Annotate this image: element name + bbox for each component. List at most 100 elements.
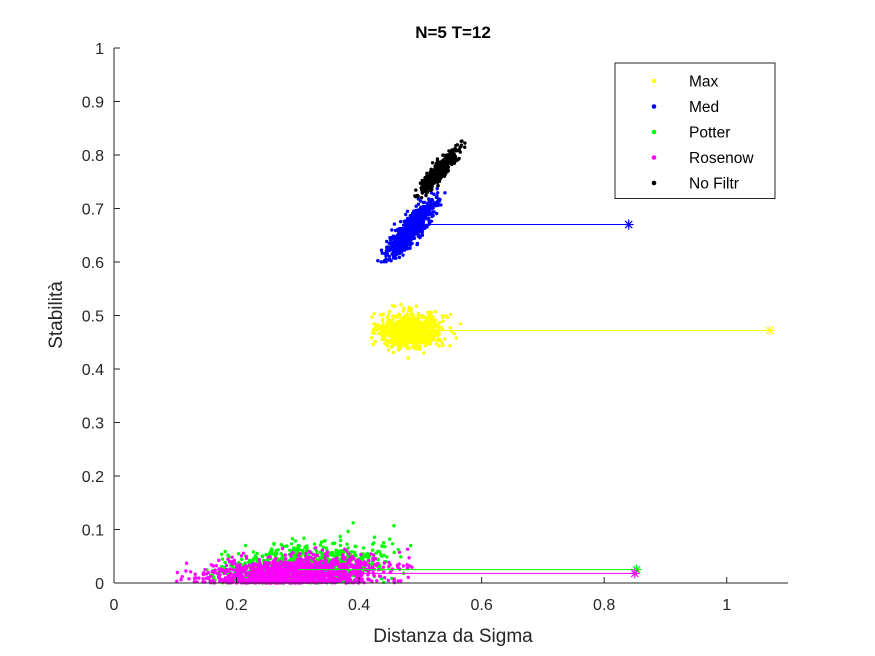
data-point — [379, 327, 383, 332]
data-point — [280, 570, 284, 574]
data-point — [424, 181, 429, 186]
data-point — [441, 319, 445, 323]
data-point — [331, 557, 336, 562]
legend-label: Med — [689, 99, 719, 116]
data-point — [409, 543, 413, 548]
data-point — [219, 552, 224, 556]
data-point — [372, 535, 377, 539]
data-point — [424, 329, 428, 333]
series-no-filtr-points — [413, 139, 467, 200]
data-point — [428, 334, 433, 339]
y-tick-label: 1 — [95, 41, 104, 58]
data-point — [283, 571, 287, 575]
data-point — [415, 229, 419, 234]
data-point — [346, 529, 350, 534]
data-point — [206, 576, 210, 580]
data-point — [407, 329, 411, 333]
data-point — [408, 214, 413, 218]
data-point — [211, 575, 216, 580]
data-point — [343, 569, 348, 574]
data-point — [430, 161, 435, 165]
data-point — [214, 564, 218, 568]
data-point — [449, 312, 453, 317]
data-point — [384, 329, 388, 334]
data-point — [425, 319, 429, 323]
data-point — [429, 176, 433, 181]
x-tick-label: 0.2 — [225, 597, 247, 614]
data-point — [357, 569, 362, 573]
data-point — [375, 328, 379, 332]
data-point — [385, 239, 389, 244]
data-point — [389, 236, 394, 240]
data-point — [403, 317, 407, 321]
data-point — [338, 543, 343, 548]
data-point — [387, 309, 392, 314]
data-point — [353, 554, 358, 558]
data-point — [376, 259, 380, 263]
data-point — [413, 335, 418, 339]
data-point — [251, 550, 256, 554]
data-point — [233, 562, 237, 566]
data-point — [371, 327, 375, 332]
data-point — [379, 260, 383, 264]
data-point — [373, 556, 378, 561]
data-point — [245, 566, 249, 570]
data-point — [380, 554, 384, 558]
data-point — [382, 561, 387, 565]
data-point — [373, 325, 377, 330]
data-point — [290, 537, 295, 541]
y-tick-label: 0.1 — [82, 523, 104, 540]
data-point — [429, 182, 433, 186]
data-point — [309, 576, 314, 580]
data-point — [425, 190, 430, 194]
data-point — [175, 570, 180, 575]
data-point — [231, 572, 236, 577]
data-point — [226, 557, 230, 561]
series-rosenow-points — [175, 546, 414, 585]
data-point — [304, 557, 308, 561]
data-point — [321, 576, 326, 580]
data-point — [411, 328, 415, 333]
data-point — [247, 563, 251, 567]
data-point — [379, 248, 384, 252]
data-point — [279, 559, 283, 564]
data-point — [336, 563, 341, 567]
data-point — [446, 165, 451, 169]
data-point — [389, 247, 393, 252]
data-point — [438, 326, 442, 330]
data-point — [398, 341, 402, 345]
data-point — [255, 551, 259, 556]
y-tick-label: 0.3 — [82, 416, 104, 433]
data-point — [415, 329, 419, 333]
data-point — [406, 308, 411, 313]
data-point — [397, 562, 401, 566]
data-point — [422, 184, 426, 188]
data-point — [352, 566, 356, 570]
data-point — [184, 561, 189, 565]
data-point — [394, 334, 398, 339]
data-point — [338, 538, 343, 543]
data-point — [383, 576, 387, 580]
data-point — [401, 253, 405, 257]
data-point — [412, 236, 416, 240]
data-point — [218, 573, 222, 577]
y-axis-label: Stabilità — [46, 281, 67, 349]
data-point — [346, 546, 350, 550]
data-point — [249, 576, 253, 580]
data-point — [272, 578, 276, 582]
data-point — [419, 196, 424, 200]
data-point — [258, 567, 262, 571]
data-point — [312, 542, 317, 546]
data-point — [396, 579, 400, 583]
data-point — [417, 221, 421, 226]
data-point — [387, 241, 391, 246]
data-point — [357, 573, 362, 578]
data-point — [392, 550, 396, 555]
data-point — [396, 348, 400, 352]
data-point — [420, 313, 425, 318]
data-point — [404, 227, 408, 232]
data-point — [386, 313, 391, 317]
data-point — [283, 576, 288, 580]
data-point — [241, 551, 246, 555]
data-point — [419, 320, 424, 324]
